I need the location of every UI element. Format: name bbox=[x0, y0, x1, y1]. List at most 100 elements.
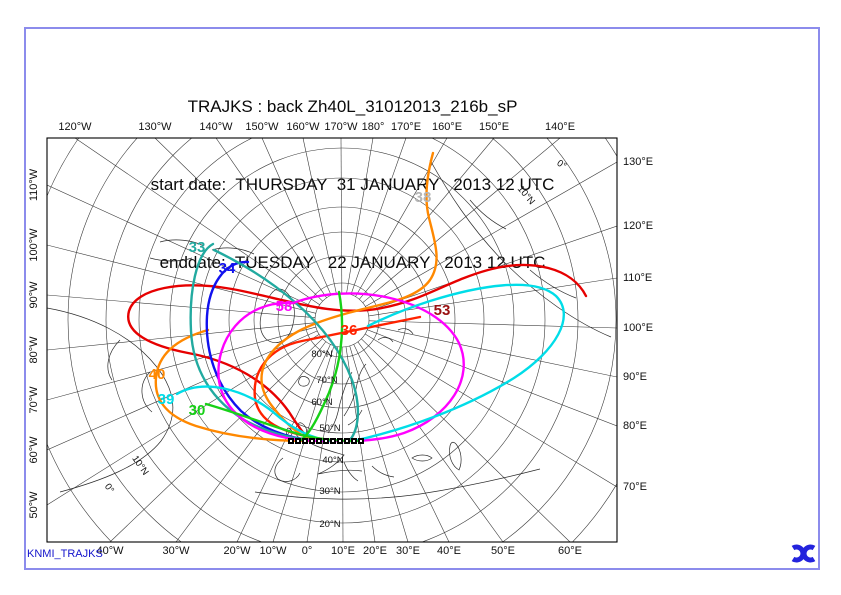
bottom-axis-label: 50°E bbox=[491, 545, 515, 557]
bottom-axis-label: 10°W bbox=[259, 545, 287, 557]
top-axis-label: 150°W bbox=[245, 121, 279, 133]
latitude-circle bbox=[228, 206, 456, 434]
meridian-line bbox=[365, 161, 617, 307]
plot-border bbox=[24, 27, 820, 570]
top-axis-label: 170°E bbox=[390, 121, 422, 133]
coastline bbox=[429, 159, 612, 338]
meridian-line bbox=[350, 138, 407, 295]
meridian-line bbox=[47, 322, 316, 351]
latitude-circle bbox=[253, 231, 431, 409]
meridian-line bbox=[154, 138, 323, 302]
knmi-trajks-credit: KNMI_TRAJKS bbox=[27, 548, 103, 560]
arrival-marker-dot bbox=[346, 440, 348, 442]
top-axis-label: 160°E bbox=[431, 121, 463, 133]
trajectory-33 bbox=[212, 248, 360, 442]
meridian-line bbox=[346, 138, 374, 294]
meridian-line bbox=[367, 329, 617, 427]
arrival-marker-dot bbox=[332, 440, 334, 442]
left-axis-label: 110°W bbox=[28, 168, 40, 202]
map-frame bbox=[46, 137, 618, 543]
trajectory-label-36: 36 bbox=[341, 322, 358, 339]
bottom-axis-label: 20°E bbox=[363, 545, 387, 557]
arrival-marker-dot bbox=[304, 440, 306, 442]
arrival-marker-dot bbox=[297, 440, 299, 442]
right-axis-label: 70°E bbox=[623, 481, 647, 493]
latitude-label-rotated: 0° bbox=[555, 158, 569, 172]
trajectory-39 bbox=[351, 283, 565, 443]
coastline bbox=[274, 443, 395, 482]
trajectory-label-40: 40 bbox=[149, 366, 166, 383]
coastline bbox=[254, 468, 541, 500]
latitude-circle bbox=[199, 177, 485, 463]
meridian-line bbox=[47, 244, 316, 314]
latitude-label-rotated: 10°N bbox=[515, 184, 537, 207]
title-block: TRAJKS : back Zh40L_31012013_216b_sP sta… bbox=[40, 42, 665, 328]
end-date-line: enddate: TUESDAY 22 JANUARY 2013 12 UTC bbox=[159, 253, 546, 272]
trajectory-label-58: 58 bbox=[276, 298, 293, 315]
coastline bbox=[149, 239, 255, 262]
coastline bbox=[377, 328, 414, 343]
trajectory-label-30: 30 bbox=[189, 402, 206, 419]
latitude-label-rotated: 10°N bbox=[129, 454, 150, 478]
meridian-line bbox=[47, 294, 316, 319]
meridian-line bbox=[261, 138, 332, 296]
latitude-label: 80°N bbox=[311, 349, 332, 360]
arrival-marker-dot bbox=[360, 440, 362, 442]
latitude-label-rotated: 0° bbox=[102, 482, 116, 496]
plot-title: TRAJKS : back Zh40L_31012013_216b_sP bbox=[187, 97, 518, 116]
trajectory-58 bbox=[291, 292, 465, 443]
left-axis-label: 100°W bbox=[28, 228, 40, 262]
meridian-line bbox=[349, 345, 409, 542]
coastline bbox=[411, 441, 462, 471]
right-axis-label: 100°E bbox=[623, 322, 654, 334]
meridian-line bbox=[47, 326, 317, 401]
left-axis-label: 80°W bbox=[28, 336, 40, 364]
left-axis-label: 70°W bbox=[28, 386, 40, 414]
meridian-line bbox=[74, 138, 320, 306]
coastline bbox=[327, 363, 367, 434]
left-axis-label: 50°W bbox=[28, 491, 40, 519]
top-axis-label: 130°W bbox=[138, 121, 172, 133]
arrival-marker-dot bbox=[353, 440, 355, 442]
meridian-line bbox=[357, 341, 504, 542]
latitude-circle bbox=[138, 138, 546, 524]
latitude-label: 50°N bbox=[319, 423, 340, 434]
ecmwf-logo-icon bbox=[791, 544, 816, 563]
top-axis-label: 180° bbox=[361, 121, 385, 133]
meridian-line bbox=[353, 344, 450, 542]
meridian-line bbox=[368, 325, 617, 378]
arrival-marker-dot bbox=[290, 440, 292, 442]
top-axis-label: 150°E bbox=[478, 121, 510, 133]
meridian-line bbox=[359, 138, 495, 300]
meridian-line bbox=[340, 138, 343, 294]
latitude-label: 30°N bbox=[319, 486, 340, 497]
bottom-axis-label: 60°E bbox=[558, 545, 582, 557]
trajectory-label-34: 34 bbox=[219, 260, 236, 277]
right-axis-label: 90°E bbox=[623, 371, 647, 383]
meridian-line bbox=[368, 320, 617, 329]
left-axis-label: 60°W bbox=[28, 436, 40, 464]
trajectory-label-53: 53 bbox=[434, 302, 451, 319]
latitude-label: 60°N bbox=[311, 397, 332, 408]
arrival-marker-dot bbox=[311, 440, 313, 442]
right-axis-label: 120°E bbox=[623, 220, 654, 232]
latitude-label: 70°N bbox=[316, 375, 337, 386]
meridian-line bbox=[362, 138, 561, 303]
bottom-axis-label: 30°E bbox=[396, 545, 420, 557]
meridian-line bbox=[361, 338, 571, 542]
logo-right-glyph bbox=[801, 544, 816, 563]
right-axis-label: 110°E bbox=[623, 272, 653, 284]
logo-left-glyph bbox=[791, 544, 806, 563]
top-axis-label: 140°W bbox=[199, 121, 233, 133]
bottom-axis-label: 20°W bbox=[223, 545, 251, 557]
top-axis-label: 170°W bbox=[324, 121, 358, 133]
arrival-marker-dot bbox=[318, 440, 320, 442]
meridian-line bbox=[302, 138, 337, 294]
trajectory-40 bbox=[154, 328, 310, 443]
trajectory-34 bbox=[205, 260, 320, 443]
trajectory-33 bbox=[189, 242, 324, 443]
right-axis-label: 80°E bbox=[623, 420, 647, 432]
meridian-line bbox=[364, 333, 617, 488]
